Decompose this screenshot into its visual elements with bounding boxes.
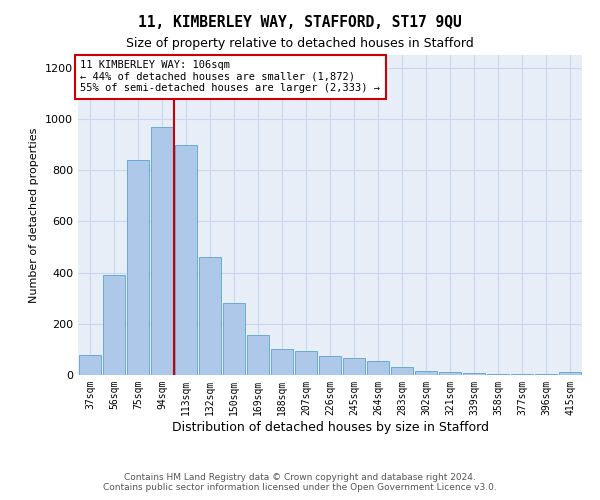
Bar [295,350,317,375]
Text: Contains HM Land Registry data © Crown copyright and database right 2024.
Contai: Contains HM Land Registry data © Crown c… [103,473,497,492]
Bar [151,126,173,375]
Bar [535,374,557,375]
Bar [487,374,509,375]
Bar [127,160,149,375]
Bar [223,304,245,375]
Bar [415,371,437,375]
Bar [391,368,413,375]
Bar [319,356,341,375]
Bar [463,373,485,375]
Bar [271,350,293,375]
Bar [343,358,365,375]
Bar [199,257,221,375]
Bar [103,275,125,375]
Y-axis label: Number of detached properties: Number of detached properties [29,128,40,302]
Bar [439,372,461,375]
Text: 11, KIMBERLEY WAY, STAFFORD, ST17 9QU: 11, KIMBERLEY WAY, STAFFORD, ST17 9QU [138,15,462,30]
Text: 11 KIMBERLEY WAY: 106sqm
← 44% of detached houses are smaller (1,872)
55% of sem: 11 KIMBERLEY WAY: 106sqm ← 44% of detach… [80,60,380,94]
Bar [511,374,533,375]
Bar [367,361,389,375]
Bar [247,336,269,375]
Bar [559,372,581,375]
Bar [79,354,101,375]
Text: Size of property relative to detached houses in Stafford: Size of property relative to detached ho… [126,38,474,51]
Bar [175,144,197,375]
X-axis label: Distribution of detached houses by size in Stafford: Distribution of detached houses by size … [172,420,488,434]
